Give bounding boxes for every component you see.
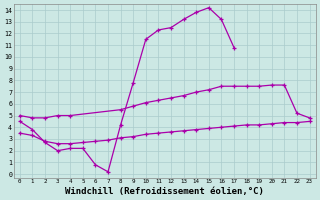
X-axis label: Windchill (Refroidissement éolien,°C): Windchill (Refroidissement éolien,°C) (65, 187, 264, 196)
